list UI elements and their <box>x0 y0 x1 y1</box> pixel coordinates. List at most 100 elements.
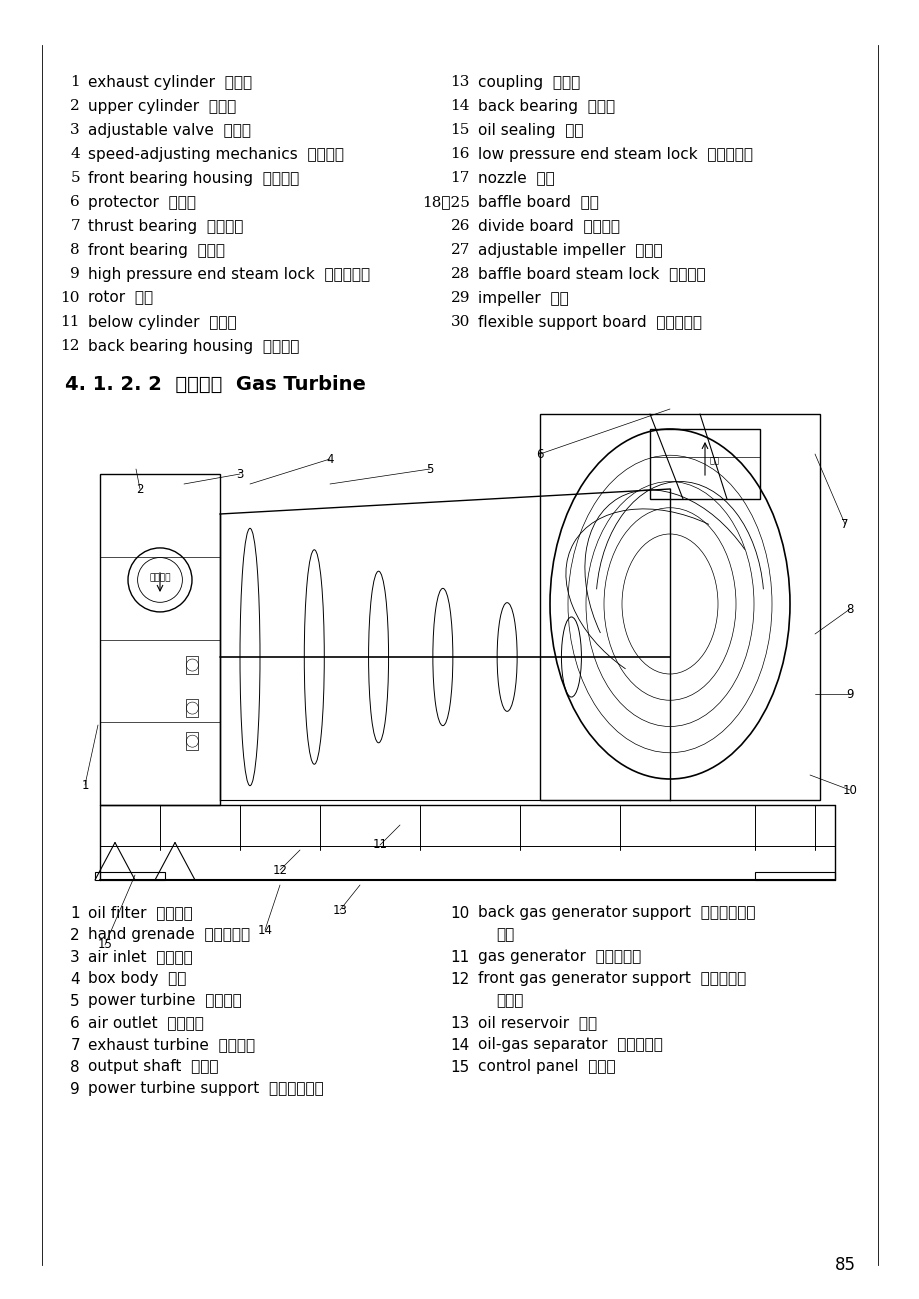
Bar <box>187 733 199 751</box>
Text: 17: 17 <box>450 171 470 184</box>
Text: baffle board  隔板: baffle board 隔板 <box>478 195 598 209</box>
Text: 15: 15 <box>97 938 112 951</box>
Text: 3: 3 <box>70 950 80 964</box>
Text: oil-gas separator  油气分离器: oil-gas separator 油气分离器 <box>478 1038 663 1052</box>
Text: 4: 4 <box>70 147 80 161</box>
Text: 85: 85 <box>834 1256 855 1274</box>
Text: 14: 14 <box>450 1038 470 1052</box>
Text: 空气进门: 空气进门 <box>149 573 171 582</box>
Text: oil sealing  油封: oil sealing 油封 <box>478 122 583 138</box>
Text: front bearing  前轴承: front bearing 前轴承 <box>88 243 225 257</box>
Text: gas generator  燃气发生器: gas generator 燃气发生器 <box>478 950 641 964</box>
Bar <box>95 872 165 879</box>
Text: 14: 14 <box>257 924 272 937</box>
Bar <box>650 429 759 499</box>
Text: power turbine  动力満轮: power turbine 动力満轮 <box>88 994 242 1008</box>
Text: 18～25: 18～25 <box>422 195 470 209</box>
Text: nozzle  喷嘴: nozzle 喷嘴 <box>478 170 554 186</box>
Text: power turbine support  动力満轮支架: power turbine support 动力満轮支架 <box>88 1082 323 1096</box>
Text: 7: 7 <box>70 220 80 233</box>
Text: rotor  转子: rotor 转子 <box>88 291 153 305</box>
Text: adjustable impeller  动叶片: adjustable impeller 动叶片 <box>478 243 662 257</box>
Text: 1: 1 <box>70 75 80 90</box>
Text: 4: 4 <box>70 972 80 986</box>
Text: front bearing housing  前轴承筱: front bearing housing 前轴承筱 <box>88 170 299 186</box>
Text: impeller  叶轮: impeller 叶轮 <box>478 291 568 305</box>
Bar <box>187 656 199 674</box>
Text: back bearing housing  后轴承筱: back bearing housing 后轴承筱 <box>88 339 299 353</box>
Text: 排气: 排气 <box>709 456 720 465</box>
Text: 13: 13 <box>450 75 470 90</box>
Text: 7: 7 <box>840 517 848 530</box>
Text: 6: 6 <box>70 195 80 209</box>
Text: adjustable valve  调节阀: adjustable valve 调节阀 <box>88 122 251 138</box>
Text: 1: 1 <box>81 778 88 791</box>
Text: 30: 30 <box>450 314 470 329</box>
Bar <box>187 699 199 717</box>
Text: 28: 28 <box>450 268 470 281</box>
Text: 支架: 支架 <box>495 927 514 943</box>
Text: 15: 15 <box>450 123 470 136</box>
Text: 8: 8 <box>70 243 80 257</box>
Text: 4. 1. 2. 2  燃气轮机  Gas Turbine: 4. 1. 2. 2 燃气轮机 Gas Turbine <box>65 374 366 394</box>
Text: 10: 10 <box>450 905 470 921</box>
Text: 2: 2 <box>136 482 143 495</box>
Bar <box>754 872 834 879</box>
Text: 11: 11 <box>372 838 387 852</box>
Text: 10: 10 <box>842 783 857 796</box>
Text: below cylinder  下汽缸: below cylinder 下汽缸 <box>88 314 236 330</box>
Bar <box>539 414 819 800</box>
Text: speed-adjusting mechanics  调速机构: speed-adjusting mechanics 调速机构 <box>88 147 344 161</box>
Text: output shaft  输出轴: output shaft 输出轴 <box>88 1060 219 1074</box>
Text: 2: 2 <box>70 99 80 113</box>
Text: 11: 11 <box>61 314 80 329</box>
Text: 5: 5 <box>425 462 433 475</box>
Text: 9: 9 <box>70 1082 80 1096</box>
Text: 12: 12 <box>61 339 80 353</box>
Text: air inlet  空气进口: air inlet 空气进口 <box>88 950 193 964</box>
Text: 8: 8 <box>70 1060 80 1074</box>
Text: 9: 9 <box>70 268 80 281</box>
Text: 12: 12 <box>272 864 287 877</box>
Text: control panel  控制盘: control panel 控制盘 <box>478 1060 615 1074</box>
Text: flexible support board  挠性支撑板: flexible support board 挠性支撑板 <box>478 314 701 330</box>
Text: 前支架: 前支架 <box>495 994 523 1008</box>
Text: box body  外壳: box body 外壳 <box>88 972 187 986</box>
Text: 4: 4 <box>326 452 334 465</box>
Text: 26: 26 <box>450 220 470 233</box>
Text: front gas generator support  燃气发生器: front gas generator support 燃气发生器 <box>478 972 745 986</box>
Text: oil reservoir  油筱: oil reservoir 油筱 <box>478 1016 596 1030</box>
Text: oil filter  油过滤器: oil filter 油过滤器 <box>88 905 193 921</box>
Text: 13: 13 <box>332 904 347 917</box>
Text: exhaust cylinder  排汽缸: exhaust cylinder 排汽缸 <box>88 74 252 90</box>
Text: 1: 1 <box>70 905 80 921</box>
Text: 3: 3 <box>236 468 244 481</box>
Text: thrust bearing  推力轴承: thrust bearing 推力轴承 <box>88 218 244 234</box>
Text: 29: 29 <box>450 291 470 305</box>
Text: 6: 6 <box>536 447 543 461</box>
Text: 27: 27 <box>450 243 470 257</box>
Text: high pressure end steam lock  高压端汽封: high pressure end steam lock 高压端汽封 <box>88 266 369 282</box>
Text: 7: 7 <box>70 1038 80 1052</box>
Text: 8: 8 <box>845 603 853 616</box>
Text: 15: 15 <box>450 1060 470 1074</box>
Text: air outlet  空气出口: air outlet 空气出口 <box>88 1016 204 1030</box>
Text: 6: 6 <box>70 1016 80 1030</box>
Text: back bearing  后轴承: back bearing 后轴承 <box>478 99 615 113</box>
Text: 5: 5 <box>70 994 80 1008</box>
Text: 12: 12 <box>450 972 470 986</box>
Text: 16: 16 <box>450 147 470 161</box>
Text: exhaust turbine  排气蕪壳: exhaust turbine 排气蕪壳 <box>88 1038 255 1052</box>
Text: 10: 10 <box>61 291 80 305</box>
Text: 2: 2 <box>70 927 80 943</box>
Text: upper cylinder  上汽缸: upper cylinder 上汽缸 <box>88 99 236 113</box>
Text: back gas generator support  燃气发生器后: back gas generator support 燃气发生器后 <box>478 905 754 921</box>
Text: low pressure end steam lock  低压端汽封: low pressure end steam lock 低压端汽封 <box>478 147 752 161</box>
Text: 11: 11 <box>450 950 470 964</box>
Text: coupling  联轴器: coupling 联轴器 <box>478 74 580 90</box>
Text: 14: 14 <box>450 99 470 113</box>
Text: 9: 9 <box>845 687 853 700</box>
Text: divide board  分流隔板: divide board 分流隔板 <box>478 218 619 234</box>
Text: hand grenade  手动灭火瓶: hand grenade 手动灭火瓶 <box>88 927 250 943</box>
Text: baffle board steam lock  隔板汽封: baffle board steam lock 隔板汽封 <box>478 266 705 282</box>
